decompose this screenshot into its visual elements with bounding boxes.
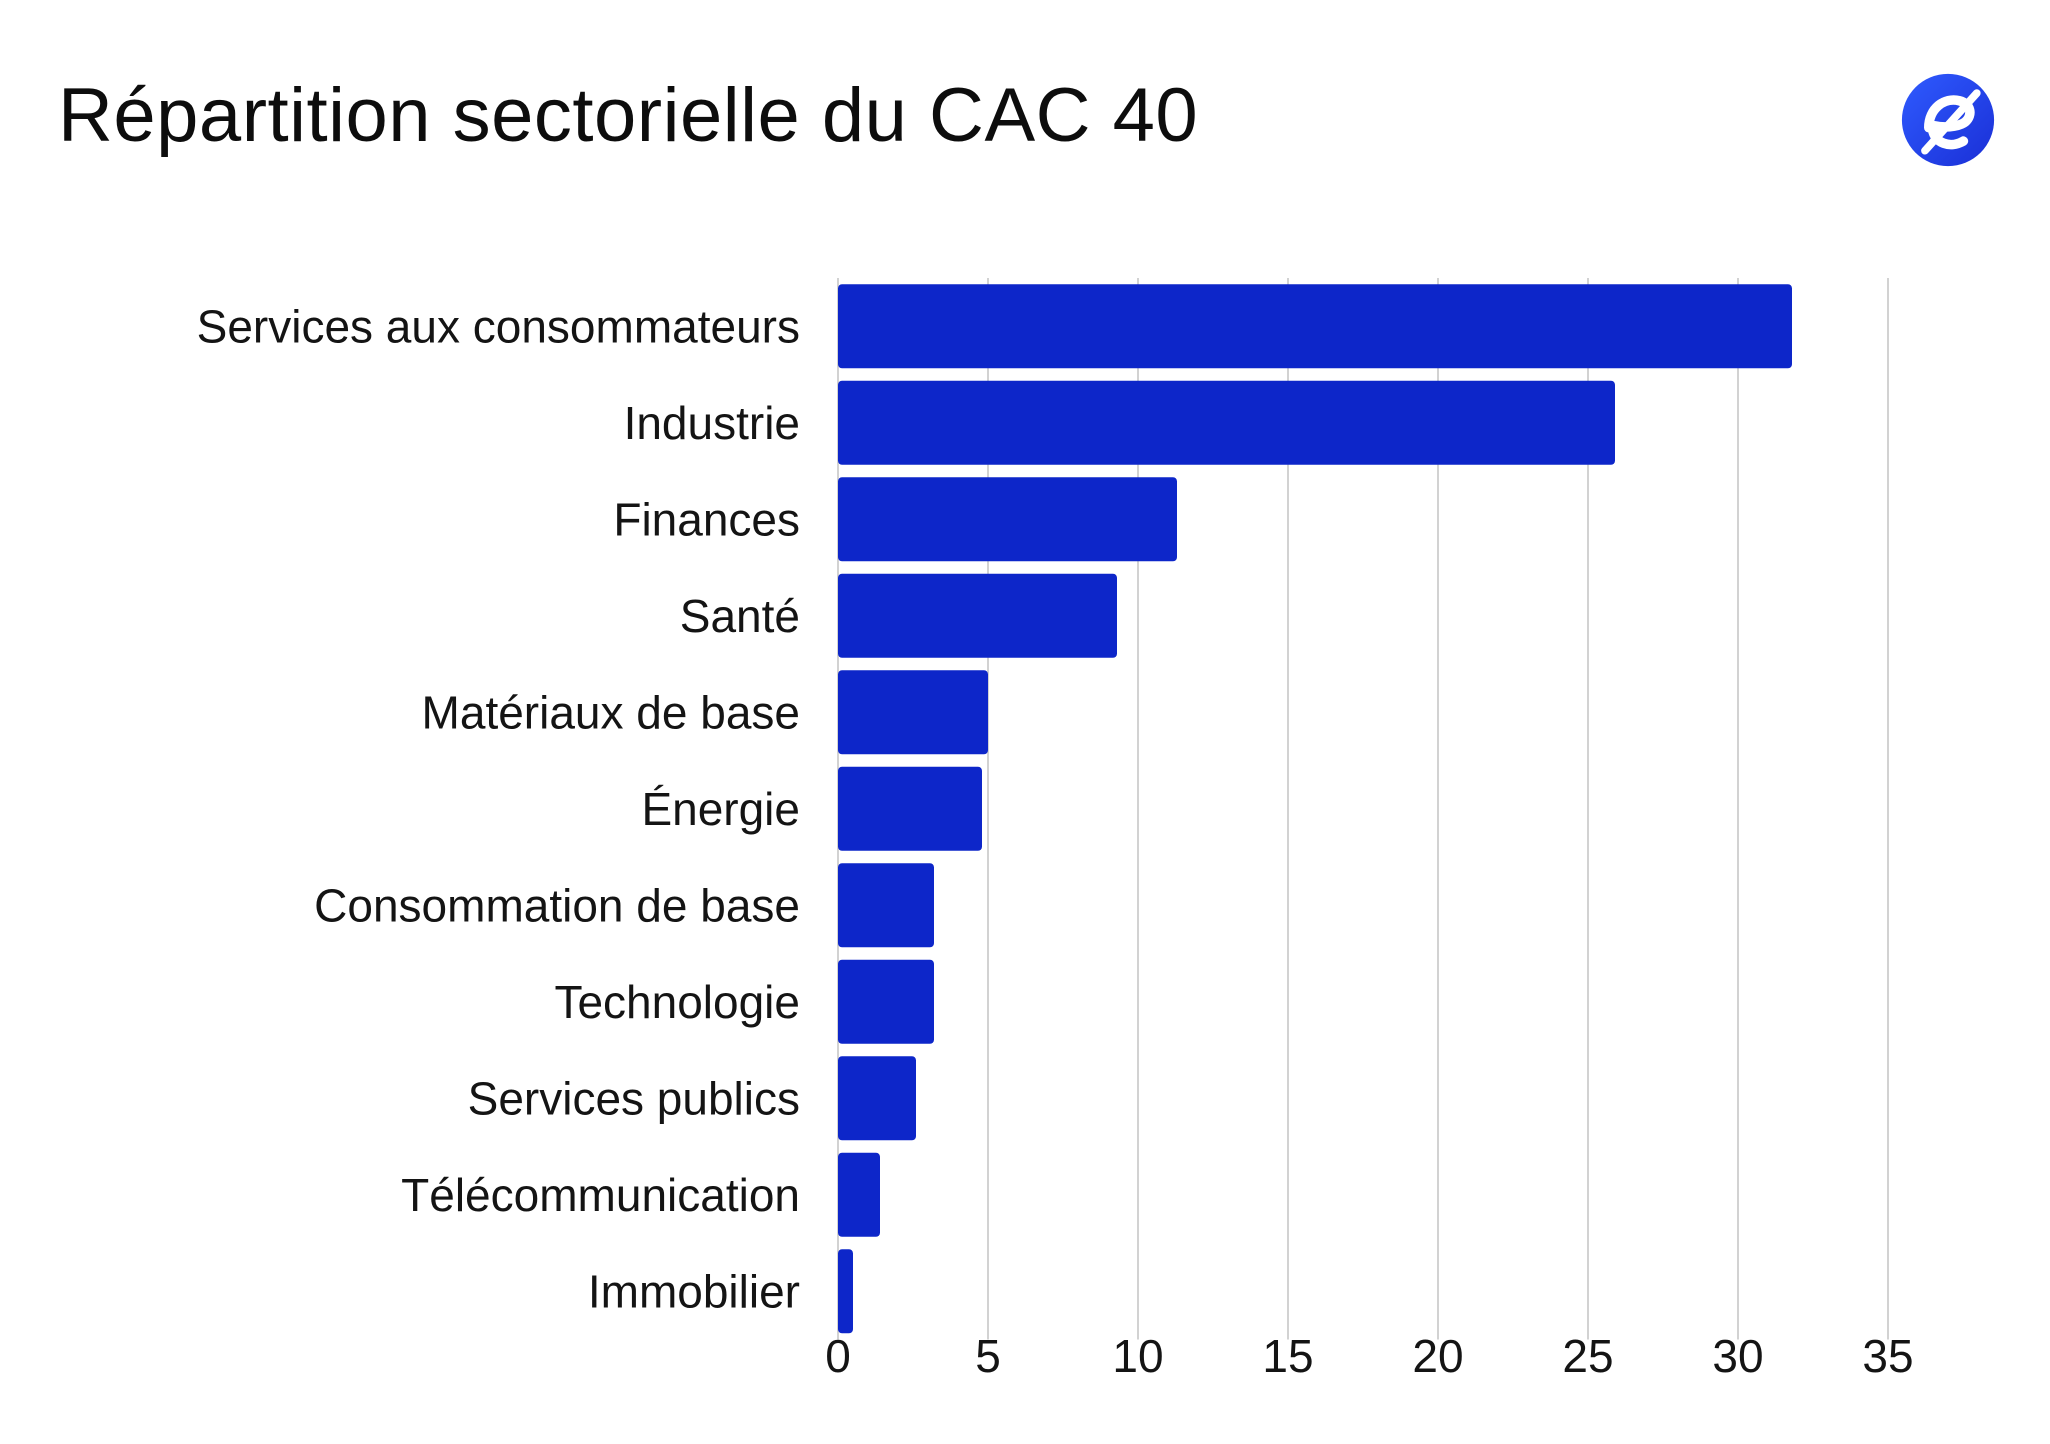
- category-label: Services aux consommateurs: [197, 300, 800, 352]
- bar-7: [838, 959, 934, 1044]
- bar-5: [838, 766, 982, 851]
- x-tick-label: 35: [1862, 1330, 1913, 1382]
- x-tick-label: 15: [1262, 1330, 1313, 1382]
- bar-2: [838, 477, 1177, 562]
- bar-4: [838, 670, 988, 755]
- x-tick-label: 10: [1112, 1330, 1163, 1382]
- bar-10: [838, 1249, 853, 1334]
- category-label: Consommation de base: [314, 879, 800, 931]
- category-label: Technologie: [554, 976, 800, 1028]
- category-label: Matériaux de base: [422, 686, 800, 738]
- bars: [838, 284, 1792, 1334]
- category-label: Finances: [613, 493, 800, 545]
- x-tick-label: 20: [1412, 1330, 1463, 1382]
- x-tick-label: 30: [1712, 1330, 1763, 1382]
- bar-6: [838, 863, 934, 948]
- category-label: Services publics: [468, 1072, 800, 1124]
- category-labels: Services aux consommateurs Industrie Finan…: [197, 300, 800, 1317]
- x-tick-label: 0: [825, 1330, 851, 1382]
- category-label: Immobilier: [588, 1265, 800, 1317]
- x-tick-label: 5: [975, 1330, 1001, 1382]
- bar-9: [838, 1152, 880, 1237]
- category-label: Industrie: [624, 397, 800, 449]
- bar-8: [838, 1056, 916, 1141]
- brand-e-logo-icon: [1901, 73, 1995, 167]
- chart-title: Répartition sectorielle du CAC 40: [58, 73, 1199, 158]
- bar-3: [838, 573, 1117, 658]
- x-axis-tick-labels: 0 5 10 15 20 25 30 35: [825, 1330, 1913, 1382]
- category-label: Énergie: [641, 783, 800, 835]
- category-label: Santé: [680, 590, 800, 642]
- x-tick-label: 25: [1562, 1330, 1613, 1382]
- bar-1: [838, 380, 1615, 465]
- category-label: Télécommunication: [401, 1169, 800, 1221]
- bar-0: [838, 284, 1792, 369]
